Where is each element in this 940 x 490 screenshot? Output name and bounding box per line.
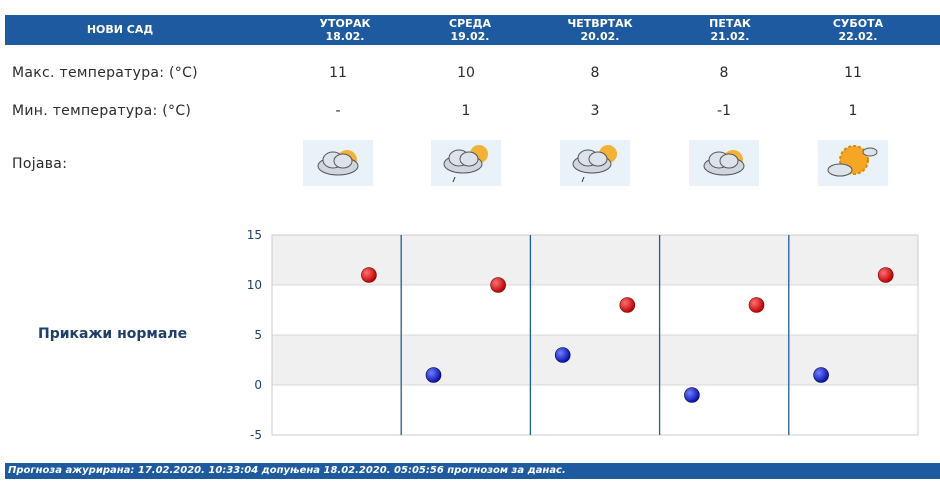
- day-date: 21.02.: [710, 30, 750, 43]
- city-name: НОВИ САД: [86, 23, 154, 36]
- phenomenon-label: Појава:: [12, 156, 68, 172]
- max-temp-label: Макс. температура: (°C): [12, 65, 198, 81]
- day-name: СУБОТА: [832, 17, 884, 30]
- max-temp-point: [748, 297, 765, 313]
- day-header-4: ПЕТАК 21.02.: [675, 17, 785, 43]
- max-temp-point: [361, 267, 377, 283]
- chart-band: [272, 235, 918, 285]
- day-header-1: УТОРАК 18.02.: [290, 17, 400, 43]
- max-temp-point: [877, 267, 894, 283]
- min-temp-value: 1: [848, 103, 858, 119]
- min-temp-point: [684, 387, 700, 403]
- min-temp-value: 3: [590, 103, 600, 119]
- chart-band: [272, 385, 918, 435]
- min-temp-label: Мин. температура: (°C): [12, 103, 192, 119]
- show-normals-link[interactable]: Прикажи нормале: [38, 326, 188, 342]
- min-temp-point: [425, 367, 442, 383]
- mostly-sunny-icon: [818, 140, 888, 186]
- min-temp-point: [554, 347, 571, 363]
- chart-band: [272, 335, 918, 385]
- max-temp-point: [490, 277, 506, 293]
- partly-cloudy-rain-icon: [431, 140, 501, 186]
- min-temp-value: -: [335, 103, 341, 119]
- day-header-3: ЧЕТВРТАК 20.02.: [545, 17, 655, 43]
- min-temp-value: 1: [461, 103, 471, 119]
- min-temp-value: -1: [717, 103, 731, 119]
- day-name: ПЕТАК: [709, 17, 751, 30]
- day-name: УТОРАК: [319, 17, 371, 30]
- max-temp-point: [619, 297, 636, 313]
- day-name: ЧЕТВРТАК: [567, 17, 633, 30]
- y-tick-label: 15: [247, 228, 262, 242]
- y-tick-label: 5: [254, 328, 262, 342]
- y-tick-label: -5: [250, 428, 262, 442]
- day-date: 18.02.: [325, 30, 365, 43]
- day-name: СРЕДА: [449, 17, 491, 30]
- day-date: 19.02.: [450, 30, 490, 43]
- plot-border: [271, 234, 919, 436]
- day-date: 22.02.: [838, 30, 878, 43]
- max-temp-value: 8: [590, 65, 600, 81]
- forecast-header: НОВИ САД УТОРАК 18.02. СРЕДА 19.02. ЧЕТВ…: [5, 15, 940, 45]
- day-date: 20.02.: [580, 30, 620, 43]
- y-tick-label: 0: [254, 378, 262, 392]
- max-temp-value: 11: [844, 65, 862, 81]
- partly-cloudy-icon: [689, 140, 759, 186]
- max-temp-value: 10: [457, 65, 475, 81]
- max-temp-value: 8: [719, 65, 729, 81]
- temperature-chart: 15 10 5 0 -5: [247, 228, 919, 442]
- y-tick-label: 10: [247, 278, 262, 292]
- forecast-update-note: Прогноза ажурирана: 17.02.2020. 10:33:04…: [5, 463, 940, 479]
- day-header-5: СУБОТА 22.02.: [803, 17, 913, 43]
- min-temp-point: [813, 367, 829, 383]
- max-temp-value: 11: [329, 65, 347, 81]
- partly-cloudy-rain-icon: [560, 140, 630, 186]
- partly-cloudy-icon: [303, 140, 373, 186]
- day-header-2: СРЕДА 19.02.: [415, 17, 525, 43]
- chart-band: [272, 285, 918, 335]
